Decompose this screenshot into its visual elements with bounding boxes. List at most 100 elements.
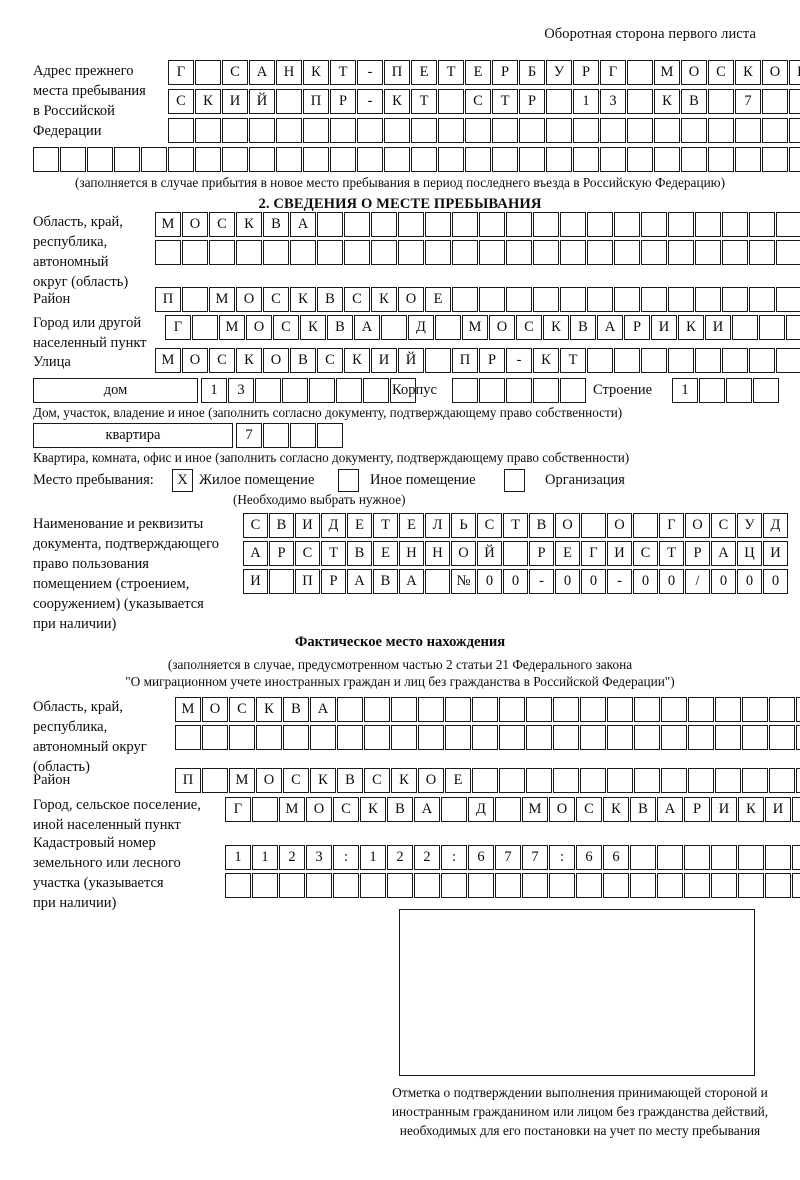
- char-cell[interactable]: [499, 697, 525, 722]
- char-cell[interactable]: Р: [684, 797, 710, 822]
- char-cell[interactable]: К: [391, 768, 417, 793]
- char-cell[interactable]: Т: [659, 541, 684, 566]
- char-cell[interactable]: О: [555, 513, 580, 538]
- char-cell[interactable]: Т: [492, 89, 518, 114]
- char-cell[interactable]: К: [303, 60, 329, 85]
- char-cell[interactable]: В: [529, 513, 554, 538]
- char-cell[interactable]: И: [607, 541, 632, 566]
- char-cell[interactable]: [526, 768, 552, 793]
- char-cell[interactable]: [722, 240, 748, 265]
- char-cell[interactable]: Т: [373, 513, 398, 538]
- char-cell[interactable]: [411, 147, 437, 172]
- char-cell[interactable]: Р: [492, 60, 518, 85]
- char-cell[interactable]: [762, 118, 788, 143]
- char-cell[interactable]: :: [549, 845, 575, 870]
- char-cell[interactable]: [290, 423, 316, 448]
- char-cell[interactable]: 7: [522, 845, 548, 870]
- char-cell[interactable]: 1: [573, 89, 599, 114]
- char-cell[interactable]: 6: [576, 845, 602, 870]
- char-cell[interactable]: О: [182, 348, 208, 373]
- char-cell[interactable]: Т: [411, 89, 437, 114]
- char-cell[interactable]: [708, 147, 734, 172]
- char-cell[interactable]: К: [738, 797, 764, 822]
- char-cell[interactable]: [762, 147, 788, 172]
- char-cell[interactable]: [600, 147, 626, 172]
- char-cell[interactable]: [580, 768, 606, 793]
- char-cell[interactable]: [441, 873, 467, 898]
- char-cell[interactable]: [209, 240, 235, 265]
- actual-region-row-2[interactable]: [175, 725, 800, 750]
- char-cell[interactable]: [445, 725, 471, 750]
- char-cell[interactable]: Р: [529, 541, 554, 566]
- char-cell[interactable]: [580, 697, 606, 722]
- char-cell[interactable]: [792, 873, 800, 898]
- char-cell[interactable]: С: [465, 89, 491, 114]
- char-cell[interactable]: 1: [225, 845, 251, 870]
- char-cell[interactable]: [414, 873, 440, 898]
- char-cell[interactable]: С: [576, 797, 602, 822]
- char-cell[interactable]: Л: [425, 513, 450, 538]
- char-cell[interactable]: [722, 212, 748, 237]
- char-cell[interactable]: М: [155, 212, 181, 237]
- char-cell[interactable]: А: [249, 60, 275, 85]
- char-cell[interactable]: [452, 287, 478, 312]
- char-cell[interactable]: [263, 240, 289, 265]
- char-cell[interactable]: [738, 873, 764, 898]
- char-cell[interactable]: [600, 118, 626, 143]
- char-cell[interactable]: [553, 768, 579, 793]
- char-cell[interactable]: 3: [600, 89, 626, 114]
- char-cell[interactable]: [479, 378, 505, 403]
- char-cell[interactable]: А: [243, 541, 268, 566]
- char-cell[interactable]: И: [651, 315, 677, 340]
- char-cell[interactable]: [276, 118, 302, 143]
- char-cell[interactable]: [699, 378, 725, 403]
- char-cell[interactable]: [753, 378, 779, 403]
- char-cell[interactable]: [722, 287, 748, 312]
- char-cell[interactable]: Ь: [451, 513, 476, 538]
- char-cell[interactable]: [668, 348, 694, 373]
- char-cell[interactable]: [282, 378, 308, 403]
- char-cell[interactable]: [141, 147, 167, 172]
- char-cell[interactable]: [182, 287, 208, 312]
- char-cell[interactable]: К: [344, 348, 370, 373]
- char-cell[interactable]: [506, 378, 532, 403]
- char-cell[interactable]: [364, 697, 390, 722]
- char-cell[interactable]: Р: [330, 89, 356, 114]
- char-cell[interactable]: К: [290, 287, 316, 312]
- char-cell[interactable]: О: [685, 513, 710, 538]
- char-cell[interactable]: [438, 118, 464, 143]
- char-cell[interactable]: [526, 697, 552, 722]
- char-cell[interactable]: О: [489, 315, 515, 340]
- char-cell[interactable]: А: [597, 315, 623, 340]
- char-cell[interactable]: А: [310, 697, 336, 722]
- char-cell[interactable]: [786, 315, 800, 340]
- char-cell[interactable]: К: [384, 89, 410, 114]
- char-cell[interactable]: [722, 348, 748, 373]
- char-cell[interactable]: 0: [555, 569, 580, 594]
- char-cell[interactable]: С: [222, 60, 248, 85]
- char-cell[interactable]: 7: [735, 89, 761, 114]
- char-cell[interactable]: [229, 725, 255, 750]
- char-cell[interactable]: [654, 118, 680, 143]
- char-cell[interactable]: И: [243, 569, 268, 594]
- char-cell[interactable]: Р: [573, 60, 599, 85]
- char-cell[interactable]: П: [175, 768, 201, 793]
- char-cell[interactable]: [330, 118, 356, 143]
- char-cell[interactable]: -: [357, 89, 383, 114]
- char-cell[interactable]: [789, 147, 800, 172]
- char-cell[interactable]: [581, 513, 606, 538]
- char-cell[interactable]: А: [657, 797, 683, 822]
- char-cell[interactable]: [749, 240, 775, 265]
- char-cell[interactable]: [195, 118, 221, 143]
- char-cell[interactable]: Е: [399, 513, 424, 538]
- char-cell[interactable]: [317, 240, 343, 265]
- char-cell[interactable]: [735, 118, 761, 143]
- char-cell[interactable]: [391, 725, 417, 750]
- char-cell[interactable]: [303, 118, 329, 143]
- char-cell[interactable]: [553, 697, 579, 722]
- char-cell[interactable]: [519, 118, 545, 143]
- char-cell[interactable]: [711, 845, 737, 870]
- char-cell[interactable]: [472, 697, 498, 722]
